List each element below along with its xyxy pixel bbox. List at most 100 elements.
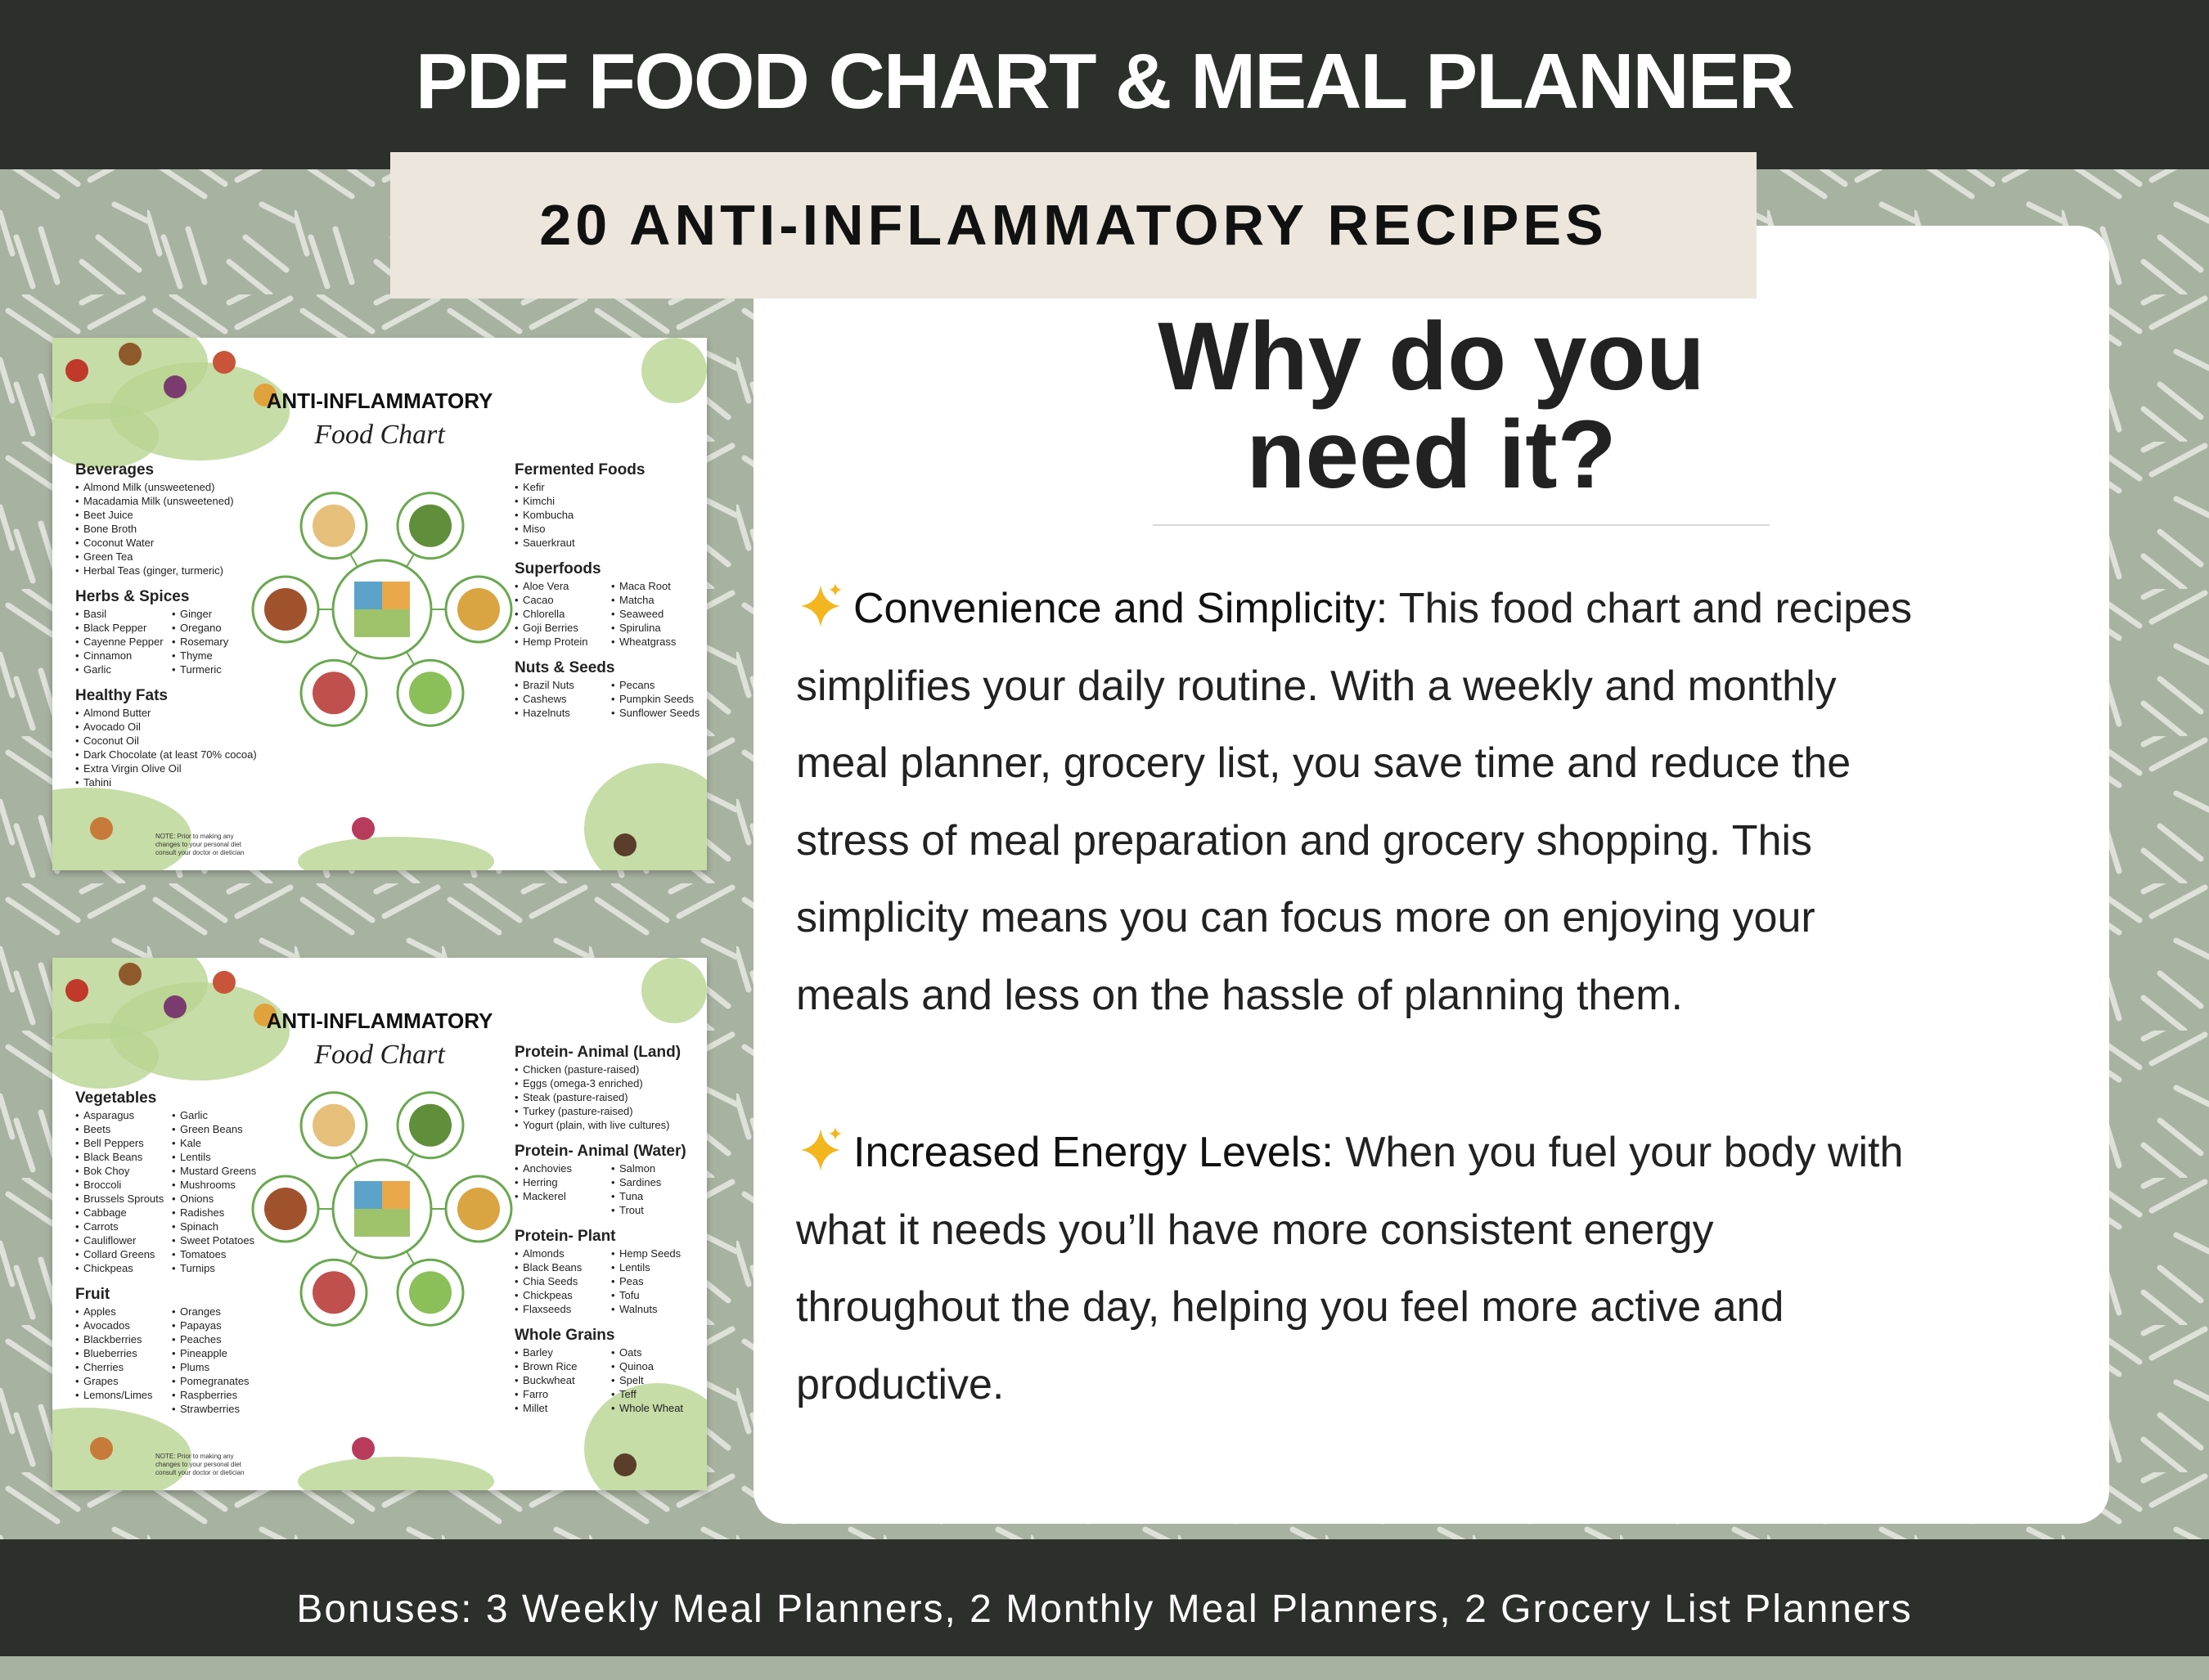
food-item: Peaches bbox=[172, 1332, 250, 1346]
food-section: Superfoods Aloe VeraCacaoChlorellaGoji Be… bbox=[515, 559, 700, 649]
food-item: Whole Wheat bbox=[611, 1401, 683, 1415]
item-list: Maca RootMatchaSeaweedSpirulinaWheatgras… bbox=[611, 579, 676, 649]
paragraph-line: meal planner, grocery list, you save tim… bbox=[796, 730, 1851, 796]
food-item: Broccoli bbox=[75, 1178, 172, 1192]
food-item: Tofu bbox=[611, 1288, 681, 1302]
food-item: Turmeric bbox=[172, 663, 228, 676]
food-icon bbox=[90, 817, 113, 840]
food-item: Sweet Potatoes bbox=[172, 1233, 256, 1247]
food-item: Avocado Oil bbox=[75, 720, 257, 734]
section-items: AsparagusBeetsBell PeppersBlack BeansBok… bbox=[75, 1108, 256, 1275]
food-item: Sauerkraut bbox=[515, 536, 575, 550]
food-item: Herring bbox=[515, 1175, 611, 1189]
paragraph-heading: Convenience and Simplicity: bbox=[853, 585, 1388, 632]
food-chart-subtitle: Food Chart bbox=[314, 1040, 445, 1070]
food-item: Mustard Greens bbox=[172, 1164, 256, 1178]
food-item: Lentils bbox=[172, 1150, 256, 1164]
food-chart-note: NOTE: Prior to making any changes to you… bbox=[155, 1453, 245, 1476]
food-item: Walnuts bbox=[611, 1302, 681, 1316]
food-item: Cabbage bbox=[75, 1206, 172, 1220]
paragraph-text: When you fuel your body with bbox=[1345, 1129, 1904, 1176]
food-item: Mackerel bbox=[515, 1189, 611, 1203]
section-items: AnchoviesHerringMackerelSalmonSardinesTu… bbox=[515, 1161, 686, 1217]
food-item: Millet bbox=[515, 1401, 611, 1415]
food-item: Miso bbox=[515, 522, 575, 536]
food-item: Barley bbox=[515, 1345, 611, 1359]
food-icon bbox=[213, 971, 236, 994]
food-photo bbox=[313, 1271, 355, 1314]
food-chart-title: ANTI-INFLAMMATORY bbox=[266, 1008, 493, 1033]
leaf-blob bbox=[641, 338, 707, 403]
paragraph-line: stress of meal preparation and grocery s… bbox=[796, 808, 1812, 874]
food-item: Brown Rice bbox=[515, 1359, 611, 1373]
paragraph-text: throughout the day, helping you feel mor… bbox=[796, 1283, 1784, 1332]
food-column: VegetablesAsparagusBeetsBell PeppersBlac… bbox=[75, 1089, 256, 1426]
food-icon bbox=[254, 1004, 277, 1026]
food-item: Aloe Vera bbox=[515, 579, 611, 593]
item-list: AsparagusBeetsBell PeppersBlack BeansBok… bbox=[75, 1108, 172, 1275]
paragraph-text: This food chart and recipes bbox=[1398, 585, 1912, 632]
food-item: Salmon bbox=[611, 1161, 661, 1175]
food-item: Black Beans bbox=[75, 1150, 172, 1164]
food-item: Cashews bbox=[515, 692, 611, 706]
food-item: Buckwheat bbox=[515, 1373, 611, 1387]
food-photo bbox=[409, 1103, 452, 1147]
food-column: Fermented Foods KefirKimchiKombuchaMisoSa… bbox=[515, 460, 700, 730]
section-heading: Protein- Plant bbox=[515, 1228, 616, 1245]
paragraph-text: simplifies your daily routine. With a we… bbox=[796, 662, 1837, 710]
food-photo bbox=[457, 588, 500, 631]
food-item: Papayas bbox=[172, 1318, 250, 1332]
food-item: Bell Peppers bbox=[75, 1136, 172, 1150]
food-icon bbox=[164, 375, 187, 398]
food-item: Teff bbox=[611, 1387, 683, 1401]
plate bbox=[382, 1181, 410, 1209]
food-item: Oats bbox=[611, 1345, 683, 1359]
paragraph-line: simplicity means you can focus more on e… bbox=[796, 885, 1815, 950]
food-icon bbox=[213, 351, 236, 374]
food-item: Cauliflower bbox=[75, 1233, 172, 1247]
food-item: Spelt bbox=[611, 1373, 683, 1387]
food-icon bbox=[164, 995, 187, 1018]
food-item: Tomatoes bbox=[172, 1247, 256, 1261]
food-item: Almond Milk (unsweetened) bbox=[75, 480, 234, 494]
item-list: AnchoviesHerringMackerel bbox=[515, 1161, 611, 1217]
food-icon bbox=[119, 963, 142, 986]
paragraph-text: meal planner, grocery list, you save tim… bbox=[796, 739, 1851, 788]
food-item: Blackberries bbox=[75, 1332, 172, 1346]
food-item: Kefir bbox=[515, 480, 575, 494]
food-item: Chickpeas bbox=[515, 1288, 611, 1302]
food-item: Plums bbox=[172, 1360, 250, 1374]
food-item: Mushrooms bbox=[172, 1178, 256, 1192]
section-items: Aloe VeraCacaoChlorellaGoji BerriesHemp … bbox=[515, 579, 700, 649]
item-list: Aloe VeraCacaoChlorellaGoji BerriesHemp … bbox=[515, 579, 611, 649]
item-list: GingerOreganoRosemaryThymeTurmeric bbox=[172, 607, 228, 676]
section-items: BasilBlack PepperCayenne PepperCinnamonG… bbox=[75, 607, 257, 676]
food-item: Farro bbox=[515, 1387, 611, 1401]
food-icon bbox=[119, 343, 142, 366]
food-item: Radishes bbox=[172, 1206, 256, 1220]
plate bbox=[354, 582, 382, 609]
plate bbox=[382, 582, 410, 609]
food-item: Collard Greens bbox=[75, 1247, 172, 1261]
food-photo bbox=[313, 1103, 355, 1147]
section-heading: Protein- Animal (Water) bbox=[515, 1143, 686, 1160]
food-section: Protein- Animal (Water)AnchoviesHerringM… bbox=[515, 1142, 686, 1217]
paragraph-text: what it needs you’ll have more consisten… bbox=[796, 1206, 1714, 1254]
food-item: Anchovies bbox=[515, 1161, 611, 1175]
food-item: Chlorella bbox=[515, 607, 611, 621]
section-heading: Protein- Animal (Land) bbox=[515, 1044, 682, 1061]
food-item: Kimchi bbox=[515, 494, 575, 508]
food-item: Quinoa bbox=[611, 1359, 683, 1373]
food-item: Cacao bbox=[515, 593, 611, 607]
paragraph-text: simplicity means you can focus more on e… bbox=[796, 894, 1815, 942]
food-item: Avocados bbox=[75, 1318, 172, 1332]
sparkle bbox=[801, 1129, 840, 1171]
card-heading: Why do you bbox=[1158, 303, 1705, 411]
section-items: BarleyBrown RiceBuckwheatFarroMillet Oats… bbox=[515, 1345, 686, 1415]
item-list: BasilBlack PepperCayenne PepperCinnamonG… bbox=[75, 607, 172, 676]
food-section: Protein- Animal (Land)Chicken (pasture-r… bbox=[515, 1043, 686, 1132]
leaf-blob bbox=[298, 837, 494, 870]
food-icon bbox=[352, 817, 375, 840]
food-item: Steak (pasture-raised) bbox=[515, 1090, 669, 1104]
